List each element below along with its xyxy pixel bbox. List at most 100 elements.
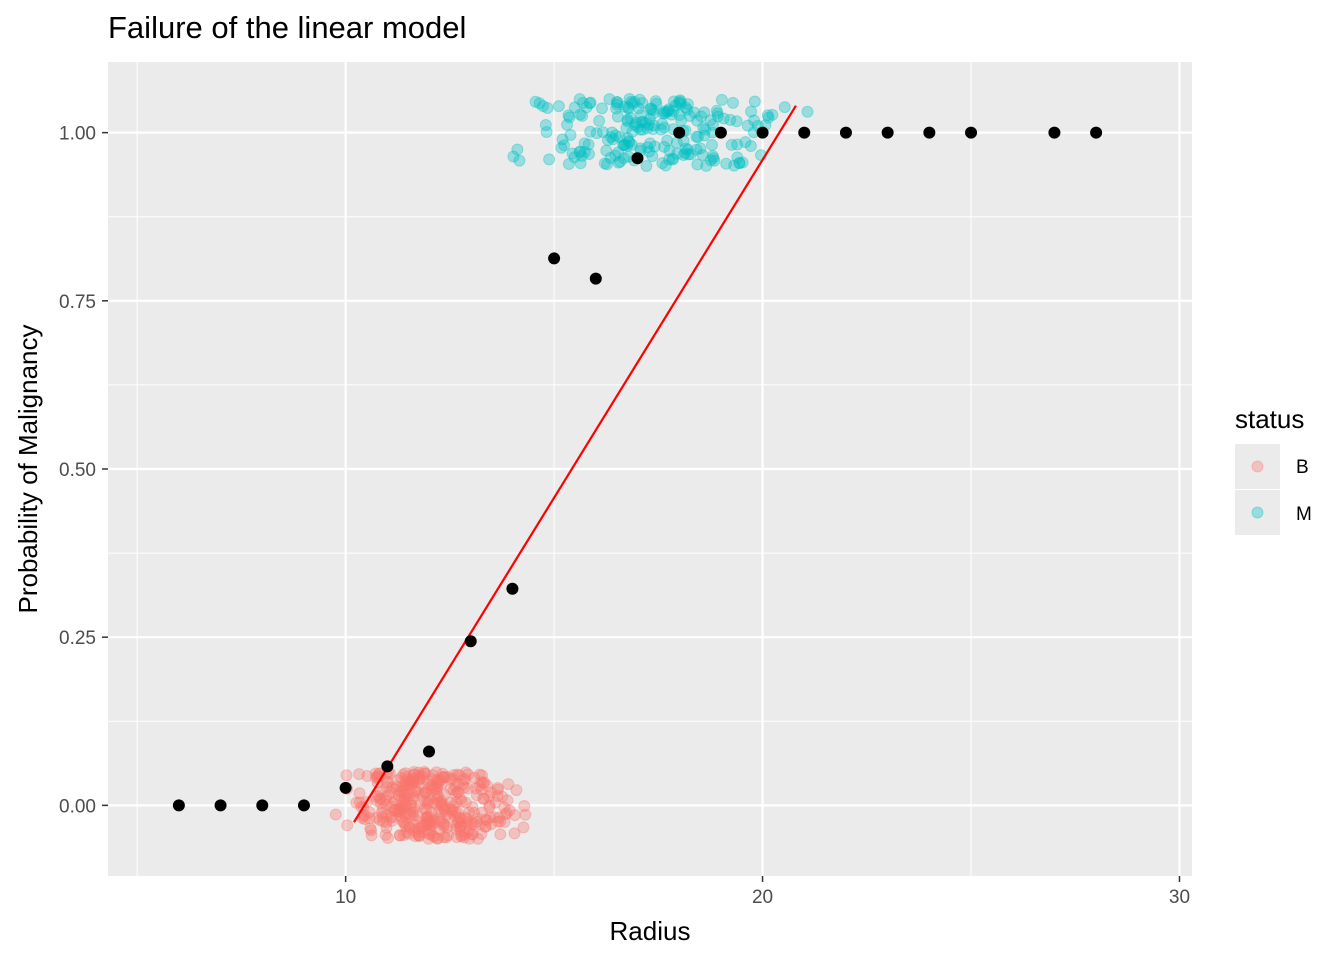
point-B: [461, 817, 474, 830]
point-M: [640, 160, 653, 173]
point-M: [761, 109, 774, 122]
point-M: [618, 139, 631, 152]
point-B: [420, 803, 433, 816]
point-B: [466, 801, 479, 814]
point-B: [415, 770, 428, 783]
mean-point: [923, 126, 936, 139]
point-B: [431, 793, 444, 806]
point-B: [423, 828, 436, 841]
point-B: [453, 769, 466, 782]
point-B: [380, 821, 393, 834]
point-B: [501, 794, 514, 807]
point-B: [412, 825, 425, 838]
point-B: [449, 788, 462, 801]
point-B: [436, 767, 449, 780]
point-M: [656, 157, 669, 170]
point-M: [733, 156, 746, 169]
point-B: [426, 769, 439, 782]
point-M: [674, 97, 687, 110]
point-M: [748, 95, 761, 108]
point-B: [404, 803, 417, 816]
point-M: [642, 118, 655, 131]
point-B: [393, 802, 406, 815]
mean-point: [506, 582, 519, 595]
point-B: [460, 816, 473, 829]
point-B: [433, 796, 446, 809]
point-B: [470, 789, 483, 802]
point-B: [402, 779, 415, 792]
point-B: [353, 787, 366, 800]
point-B: [395, 800, 408, 813]
point-B: [431, 773, 444, 786]
point-B: [458, 831, 471, 844]
point-M: [513, 154, 526, 167]
point-B: [412, 766, 425, 779]
point-M: [568, 151, 581, 164]
point-B: [422, 816, 435, 829]
point-M: [657, 107, 670, 120]
point-B: [394, 802, 407, 815]
point-M: [695, 110, 708, 123]
point-B: [381, 831, 394, 844]
point-B: [363, 806, 376, 819]
point-B: [517, 821, 530, 834]
point-M: [562, 109, 575, 122]
point-B: [459, 811, 472, 824]
point-B: [407, 789, 420, 802]
point-B: [419, 767, 432, 780]
point-B: [424, 816, 437, 829]
point-M: [741, 119, 754, 132]
point-B: [413, 773, 426, 786]
point-M: [731, 151, 744, 164]
point-B: [428, 780, 441, 793]
point-B: [403, 820, 416, 833]
y-tick-label: 0.50: [59, 460, 96, 481]
point-B: [364, 822, 377, 835]
point-B: [463, 806, 476, 819]
point-B: [454, 820, 467, 833]
point-M: [621, 139, 634, 152]
point-M: [620, 121, 633, 134]
point-B: [391, 805, 404, 818]
point-B: [475, 776, 488, 789]
point-B: [519, 808, 532, 821]
point-M: [600, 158, 613, 171]
point-B: [380, 816, 393, 829]
point-M: [621, 113, 634, 126]
point-B: [382, 788, 395, 801]
mean-point: [464, 635, 477, 648]
point-B: [431, 780, 444, 793]
point-B: [481, 779, 494, 792]
point-B: [435, 794, 448, 807]
point-B: [433, 812, 446, 825]
point-B: [408, 776, 421, 789]
point-M: [663, 153, 676, 166]
point-B: [454, 817, 467, 830]
point-B: [449, 806, 462, 819]
point-B: [397, 801, 410, 814]
point-B: [471, 812, 484, 825]
point-B: [468, 771, 481, 784]
point-M: [733, 157, 746, 170]
point-M: [605, 131, 618, 144]
point-B: [408, 768, 421, 781]
point-M: [611, 96, 624, 109]
point-B: [450, 796, 463, 809]
point-M: [694, 142, 707, 155]
mean-point: [256, 799, 269, 812]
point-M: [556, 133, 569, 146]
point-M: [659, 159, 672, 172]
point-M: [622, 135, 635, 148]
point-B: [483, 799, 496, 812]
point-B: [388, 804, 401, 817]
point-B: [406, 806, 419, 819]
point-M: [708, 154, 721, 167]
point-B: [411, 775, 424, 788]
point-B: [407, 809, 420, 822]
point-B: [444, 803, 457, 816]
mean-point: [214, 799, 227, 812]
point-B: [473, 779, 486, 792]
point-B: [425, 819, 438, 832]
y-tick-label: 0.25: [59, 628, 96, 649]
point-M: [573, 145, 586, 158]
